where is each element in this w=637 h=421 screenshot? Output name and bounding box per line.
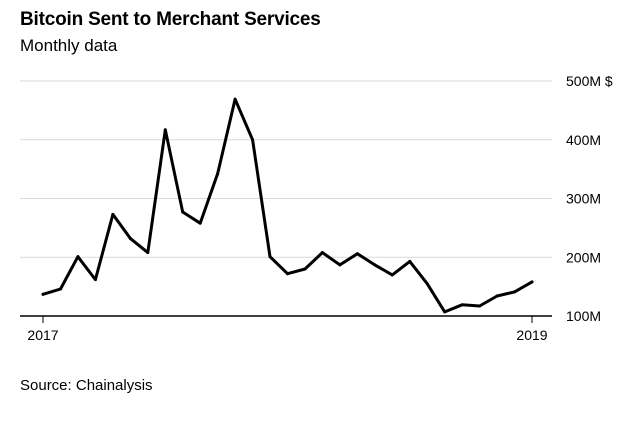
- data-point: [478, 304, 482, 308]
- data-point: [373, 263, 377, 267]
- data-point: [303, 267, 307, 271]
- data-point: [181, 210, 185, 214]
- y-tick-label: 400M: [566, 132, 601, 148]
- data-point: [338, 263, 342, 267]
- data-point: [355, 252, 359, 256]
- data-point: [198, 221, 202, 225]
- data-point: [76, 255, 80, 259]
- data-point: [128, 236, 132, 240]
- data-point: [443, 310, 447, 314]
- data-point: [216, 172, 220, 176]
- data-point: [93, 278, 97, 282]
- y-tick-label: 500M $: [566, 73, 613, 89]
- series-layer: [41, 97, 534, 314]
- data-point: [163, 128, 167, 132]
- data-point: [390, 273, 394, 277]
- data-point: [460, 303, 464, 307]
- data-point: [286, 272, 289, 276]
- data-point: [251, 138, 255, 142]
- y-tick-label: 100M: [566, 308, 601, 324]
- x-tick-label: 2019: [516, 327, 547, 343]
- source-note: Source: Chainalysis: [20, 377, 153, 394]
- series-line: [41, 97, 534, 314]
- data-point: [146, 251, 150, 255]
- x-axis: 2017 2019: [27, 316, 548, 343]
- data-point: [513, 290, 517, 294]
- x-tick-label: 2017: [27, 327, 58, 343]
- data-point: [408, 259, 412, 263]
- data-point: [495, 294, 499, 298]
- data-point: [320, 251, 324, 255]
- data-point: [41, 292, 45, 296]
- data-point: [268, 255, 272, 259]
- data-point: [58, 287, 62, 291]
- grid-lines: [20, 80, 552, 317]
- chart-subtitle: Monthly data: [20, 36, 118, 55]
- y-tick-label: 200M: [566, 249, 601, 265]
- data-point: [530, 280, 534, 284]
- data-point: [425, 282, 429, 286]
- data-point: [233, 97, 237, 101]
- chart-title: Bitcoin Sent to Merchant Services: [20, 9, 321, 30]
- y-tick-labels: 100M 200M 300M 400M 500M $: [566, 73, 613, 324]
- data-point: [111, 212, 115, 216]
- y-tick-label: 300M: [566, 191, 601, 207]
